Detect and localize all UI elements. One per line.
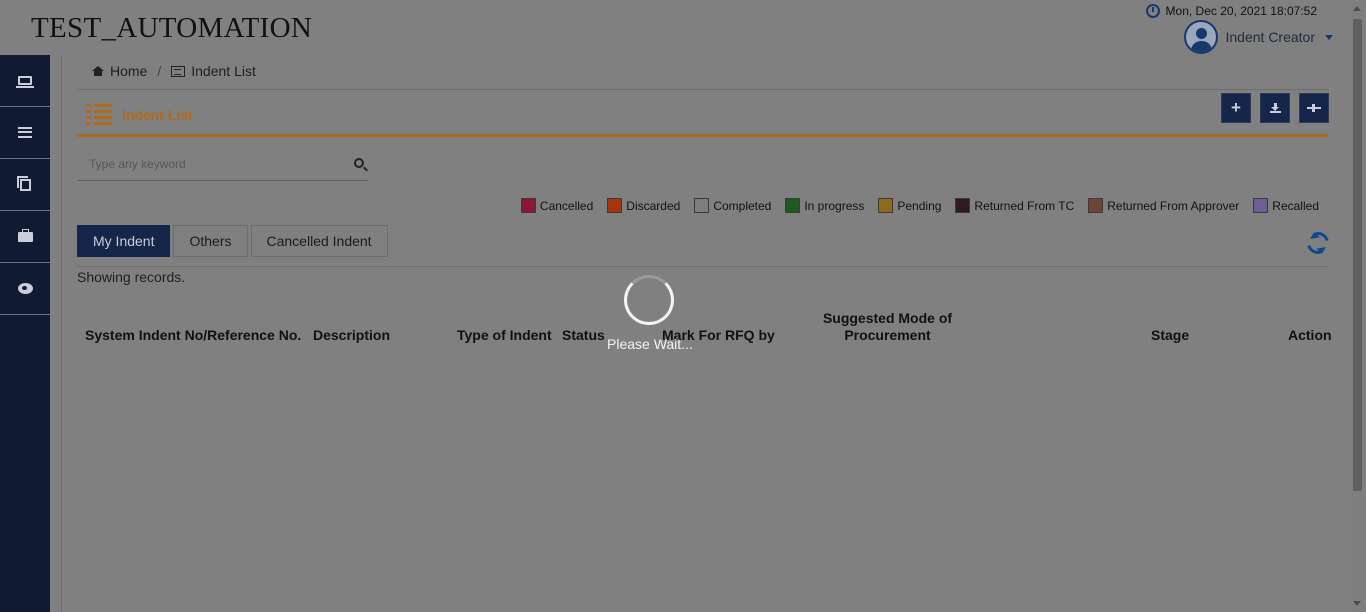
sidebar-item-copies[interactable] (0, 159, 50, 211)
legend-item: In progress (785, 198, 864, 213)
datetime-display: Mon, Dec 20, 2021 18:07:52 (1145, 4, 1317, 18)
sidebar-item-briefcase[interactable] (0, 211, 50, 263)
page-header: Indent List + (77, 93, 1329, 137)
legend-label: Cancelled (539, 198, 594, 213)
clock-icon (1145, 4, 1160, 18)
user-menu[interactable]: Indent Creator (1183, 20, 1333, 54)
brand-title: TEST_AUTOMATION (31, 12, 313, 44)
indent-tabs: My Indent Others Cancelled Indent (77, 225, 388, 257)
header-toolbar: + (1221, 93, 1329, 123)
legend-label: Completed (713, 198, 772, 213)
legend-swatch (607, 198, 623, 213)
legend-item: Returned From Approver (1088, 198, 1239, 213)
scroll-down-icon[interactable] (1353, 601, 1361, 606)
page-title: Indent List (122, 107, 193, 123)
legend-swatch (520, 198, 536, 213)
loading-text: Please Wait... (607, 336, 693, 352)
scroll-thumb[interactable] (1353, 19, 1362, 491)
add-indent-button[interactable]: + (1221, 93, 1251, 123)
column-header[interactable]: Stage (1151, 327, 1190, 343)
tab-my-indent[interactable]: My Indent (77, 225, 171, 257)
showing-records-text: Showing records. (77, 269, 186, 285)
legend-swatch (694, 198, 710, 213)
top-bar: TEST_AUTOMATION Mon, Dec 20, 2021 18:07:… (0, 0, 1349, 55)
sidebar-item-dashboard[interactable] (0, 55, 50, 107)
legend-swatch (1088, 198, 1104, 213)
plane-icon (1307, 104, 1321, 112)
divider (77, 266, 1329, 267)
briefcase-icon (17, 228, 33, 242)
breadcrumb: Home / Indent List (92, 63, 256, 79)
main-content: Home / Indent List Indent List + Cancell… (61, 55, 1349, 612)
copy-icon (16, 175, 31, 191)
add-icon: + (1231, 98, 1241, 117)
legend-item: Discarded (607, 198, 680, 213)
list-icon (86, 104, 112, 125)
legend-label: In progress (804, 198, 865, 213)
download-button[interactable] (1260, 93, 1290, 123)
search-box (77, 151, 368, 181)
legend-label: Returned From TC (974, 198, 1075, 213)
weibo-icon (17, 283, 33, 294)
column-header[interactable]: Description (313, 327, 391, 343)
column-header[interactable]: Status (562, 327, 605, 343)
legend-item: Pending (878, 198, 941, 213)
legend-swatch (785, 198, 801, 213)
list-alt-icon (171, 65, 186, 77)
column-header[interactable]: Suggested Mode of Procurement (822, 310, 953, 343)
legend-item: Returned From TC (955, 198, 1074, 213)
breadcrumb-separator: / (157, 63, 162, 79)
refresh-icon[interactable] (1302, 227, 1334, 259)
legend-label: Returned From Approver (1107, 198, 1240, 213)
user-avatar-icon[interactable] (1183, 20, 1218, 54)
legend-item: Completed (694, 198, 771, 213)
laptop-icon (16, 76, 34, 88)
caret-down-icon[interactable] (1325, 34, 1333, 40)
legend-item: Recalled (1253, 198, 1319, 213)
legend-item: Cancelled (520, 198, 594, 213)
table-header: System Indent No/Reference No. Descriptio… (77, 310, 1332, 350)
tab-cancelled-indent[interactable]: Cancelled Indent (250, 225, 388, 257)
datetime-text: Mon, Dec 20, 2021 18:07:52 (1165, 4, 1317, 18)
legend-label: Recalled (1272, 198, 1319, 213)
column-header[interactable]: System Indent No/Reference No. (85, 327, 302, 343)
scroll-up-icon[interactable] (1353, 6, 1361, 11)
legend-swatch (955, 198, 971, 213)
column-header[interactable]: Type of Indent (457, 327, 552, 343)
loading-spinner-icon (624, 275, 674, 325)
legend-label: Discarded (626, 198, 681, 213)
legend-swatch (878, 198, 894, 213)
user-role-label[interactable]: Indent Creator (1225, 29, 1316, 45)
breadcrumb-home-link[interactable]: Home (110, 63, 148, 79)
breadcrumb-current: Indent List (191, 63, 256, 79)
send-button[interactable] (1299, 93, 1329, 123)
tab-others[interactable]: Others (173, 225, 248, 257)
search-icon[interactable] (354, 158, 364, 168)
sidebar-item-weibo[interactable] (0, 263, 50, 315)
home-icon[interactable] (92, 66, 104, 76)
legend-swatch (1253, 198, 1269, 213)
column-header[interactable]: Action (1288, 327, 1332, 343)
list-icon (18, 127, 32, 138)
status-legend: Cancelled Discarded Completed In progress Pe… (520, 198, 1319, 213)
sidebar (0, 55, 50, 612)
vertical-scrollbar[interactable] (1349, 0, 1366, 612)
column-header[interactable]: Mark For RFQ by (662, 327, 775, 343)
download-icon (1269, 103, 1281, 113)
divider (77, 89, 1329, 90)
legend-label: Pending (897, 198, 942, 213)
sidebar-item-indents[interactable] (0, 107, 50, 159)
search-input[interactable] (77, 151, 337, 177)
